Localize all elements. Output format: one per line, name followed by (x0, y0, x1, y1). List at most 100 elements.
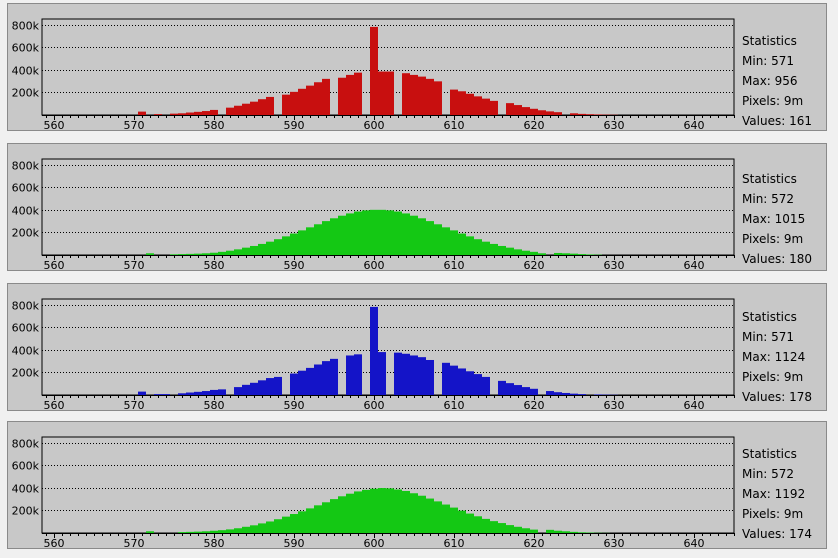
histogram-bar (530, 108, 538, 115)
histogram-bar (578, 113, 586, 115)
histogram-bar (570, 253, 578, 255)
histogram-bar (474, 374, 482, 395)
histogram-bar (426, 498, 434, 533)
histogram-bar (378, 488, 386, 533)
x-tick-label: 600 (364, 259, 385, 272)
statistics-max: Max: 1015 (742, 212, 806, 226)
histogram-bar (298, 230, 306, 255)
histogram-bar (258, 243, 266, 255)
histogram-bar (506, 103, 514, 115)
histogram-bar (330, 218, 338, 255)
statistics-max: Max: 1124 (742, 350, 806, 364)
histogram-bar (522, 250, 530, 255)
histogram-bar (370, 209, 378, 255)
x-tick-label: 610 (444, 259, 465, 272)
x-tick-label: 610 (444, 119, 465, 132)
blue-channel-histogram-panel: 800k 600k 400k 200k 560 570 580 590 600 610 620 630… (7, 283, 827, 412)
histogram-bar (466, 93, 474, 115)
histogram-bar (290, 514, 298, 533)
histogram-bar (418, 218, 426, 255)
histogram-bar (578, 254, 586, 255)
x-tick-label: 590 (284, 537, 305, 550)
histogram-bar (410, 74, 418, 115)
histogram-bar (594, 394, 602, 395)
statistics-title: Statistics (742, 447, 797, 461)
histogram-bar (346, 493, 354, 533)
histogram-bar (466, 513, 474, 533)
histogram-bar (546, 391, 554, 395)
histogram-bar (234, 528, 242, 533)
histogram-bar (506, 383, 514, 395)
histogram-bar (186, 112, 194, 115)
histogram-bar (514, 105, 522, 115)
histogram-bar (554, 530, 562, 533)
x-tick-label: 570 (124, 399, 145, 412)
histogram-bar (354, 491, 362, 533)
histogram-bar (354, 211, 362, 255)
histogram-bar (370, 26, 378, 115)
histogram-bar (258, 523, 266, 533)
histogram-bar (242, 384, 250, 395)
x-tick-label: 580 (204, 399, 225, 412)
histogram-bar (194, 531, 202, 533)
statistics-min: Min: 571 (742, 54, 795, 68)
histogram-bar (314, 82, 322, 115)
histogram-bar (538, 110, 546, 115)
x-tick-label: 560 (44, 119, 65, 132)
histogram-bar (322, 361, 330, 395)
histogram-bar (314, 364, 322, 395)
histogram-bar (402, 353, 410, 395)
histogram-bar (466, 371, 474, 395)
statistics-pixels: Pixels: 9m (742, 370, 804, 384)
histogram-bar (314, 224, 322, 255)
histogram-bar (266, 378, 274, 395)
histogram-bar (210, 109, 218, 115)
histogram-bar (394, 211, 402, 255)
histogram-bar (482, 98, 490, 115)
histogram-bar (570, 531, 578, 533)
histogram-bar (362, 489, 370, 533)
x-tick-label: 570 (124, 259, 145, 272)
histogram-bar (210, 252, 218, 255)
histogram-bar (402, 490, 410, 533)
histogram-bar (450, 507, 458, 533)
histogram-bar (426, 221, 434, 255)
histogram-bar (490, 100, 498, 115)
x-tick-label: 620 (524, 259, 545, 272)
statistics-max: Max: 956 (742, 74, 798, 88)
y-tick-label: 200k (12, 367, 40, 380)
statistics-pixels: Pixels: 9m (742, 232, 804, 246)
histogram-bar (554, 252, 562, 255)
x-tick-label: 640 (684, 259, 705, 272)
histogram-bar (298, 370, 306, 395)
histogram-bar (546, 111, 554, 115)
histogram-bar (234, 387, 242, 395)
statistics-pixels: Pixels: 9m (742, 507, 804, 521)
histogram-bar (202, 111, 210, 115)
histogram-bar (530, 251, 538, 255)
histogram-bar (594, 114, 602, 115)
histogram-bar (202, 391, 210, 395)
statistics-values: Values: 178 (742, 390, 812, 404)
histogram-bar (226, 529, 234, 533)
histogram-bar (434, 81, 442, 115)
red-channel-histogram: 800k 600k 400k 200k 560 570 580 590 600 610 620 630… (12, 18, 735, 132)
histogram-bar (434, 224, 442, 255)
histogram-bar (442, 227, 450, 255)
histogram-bar (234, 105, 242, 115)
plot-area (41, 298, 735, 396)
y-tick-label: 200k (12, 87, 40, 100)
histogram-bar (378, 352, 386, 395)
histogram-bar (274, 376, 282, 395)
histogram-bar (322, 221, 330, 255)
x-tick-label: 590 (284, 399, 305, 412)
histogram-bar (458, 233, 466, 255)
x-tick-label: 560 (44, 399, 65, 412)
histogram-bar (378, 71, 386, 115)
x-tick-label: 600 (364, 399, 385, 412)
histogram-bar (370, 306, 378, 395)
histogram-bar (306, 85, 314, 115)
statistics-values: Values: 174 (742, 527, 812, 541)
histogram-bar (562, 531, 570, 533)
histogram-bar (386, 210, 394, 255)
